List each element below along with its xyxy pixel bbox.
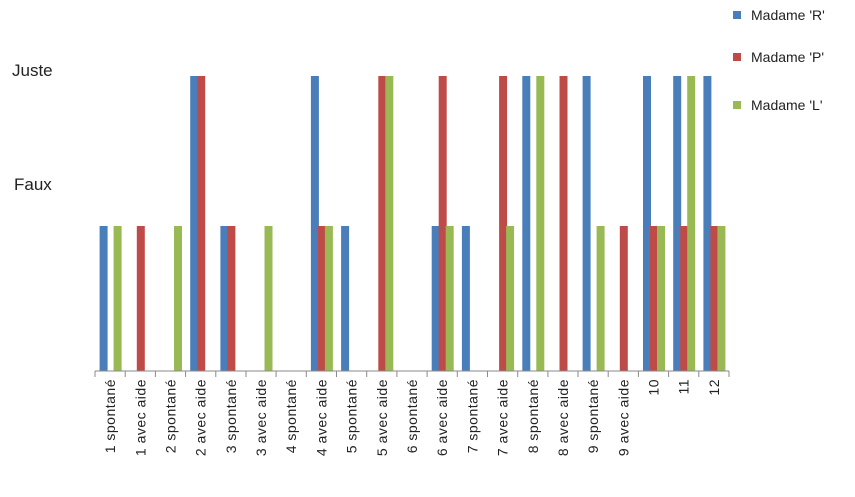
bar-19-series-2 — [650, 226, 658, 371]
legend: Madame 'R' Madame 'P' Madame 'L' — [733, 7, 825, 113]
x-tick-label: 7 spontané — [464, 379, 480, 453]
x-tick-label: 8 spontané — [525, 379, 541, 453]
x-tick-label: 5 spontané — [344, 379, 360, 453]
bar-17-series-1 — [582, 76, 591, 371]
x-tick-label: 2 avec aide — [193, 379, 209, 456]
bar-8-series-1 — [310, 76, 319, 371]
bar-19-series-1 — [643, 76, 651, 371]
x-tick-label: 9 spontané — [585, 379, 601, 453]
bar-12-series-3 — [445, 226, 454, 371]
bar-5-series-1 — [220, 226, 229, 371]
x-tick-label: 12 — [706, 379, 722, 396]
x-tick-labels: 1 spontané 1 avec aide 2 spontané 2 avec ai… — [102, 379, 722, 456]
bar-8-series-3 — [324, 226, 333, 371]
legend-swatch-3 — [733, 101, 741, 109]
bar-2-series-2 — [136, 226, 145, 371]
bar-8-series-2 — [317, 226, 326, 371]
legend-swatch-2 — [733, 53, 741, 61]
legend-label-1: Madame 'R' — [751, 7, 825, 23]
y-label-juste: Juste — [12, 61, 53, 80]
bar-13-series-1 — [461, 226, 470, 371]
bar-16-series-2 — [559, 76, 568, 371]
legend-label-3: Madame 'L' — [751, 97, 823, 113]
x-tick-label: 7 avec aide — [495, 379, 511, 456]
bar-1-series-1 — [99, 226, 108, 371]
bar-20-series-1 — [673, 76, 682, 371]
bar-4-series-1 — [190, 76, 199, 371]
bar-12-series-1 — [431, 226, 440, 371]
x-tick-label: 8 avec aide — [555, 379, 571, 456]
x-ticks — [94, 371, 730, 377]
legend-swatch-1 — [733, 11, 741, 19]
x-tick-label: 3 avec aide — [253, 379, 269, 456]
x-tick-label: 2 spontané — [163, 379, 179, 453]
x-tick-label: 6 avec aide — [434, 379, 450, 456]
x-tick-label: 6 spontané — [404, 379, 420, 453]
x-tick-label: 3 spontané — [223, 379, 239, 453]
bar-21-series-3 — [717, 226, 726, 371]
bar-10-series-3 — [385, 76, 394, 371]
x-tick-label: 10 — [646, 379, 662, 396]
bar-14-series-2 — [499, 76, 508, 371]
bar-15-series-3 — [536, 76, 545, 371]
x-tick-label: 9 avec aide — [615, 379, 631, 456]
bar-4-series-2 — [197, 76, 206, 371]
bar-20-series-3 — [687, 76, 696, 371]
bar-5-series-2 — [227, 226, 236, 371]
bar-3-series-3 — [174, 226, 182, 371]
bar-17-series-3 — [596, 226, 605, 371]
y-axis-labels: Juste Faux — [12, 61, 53, 194]
bar-12-series-2 — [438, 76, 447, 371]
bar-9-series-1 — [341, 226, 350, 371]
x-tick-label: 5 avec aide — [374, 379, 390, 456]
legend-label-2: Madame 'P' — [751, 49, 824, 65]
bar-21-series-1 — [703, 76, 712, 371]
bar-1-series-3 — [113, 226, 122, 371]
bar-15-series-1 — [522, 76, 531, 371]
x-tick-label: 11 — [676, 379, 692, 395]
x-tick-label: 1 avec aide — [132, 379, 148, 456]
bar-14-series-3 — [506, 226, 515, 371]
bar-19-series-3 — [657, 226, 665, 371]
bar-10-series-2 — [378, 76, 387, 371]
bars — [99, 76, 726, 371]
y-label-faux: Faux — [14, 175, 52, 194]
bar-21-series-2 — [710, 226, 719, 371]
bar-18-series-2 — [619, 226, 628, 371]
x-tick-label: 4 spontané — [283, 379, 299, 453]
x-tick-label: 4 avec aide — [313, 379, 329, 456]
bar-6-series-3 — [264, 226, 273, 371]
x-tick-label: 1 spontané — [102, 379, 118, 453]
bar-20-series-2 — [680, 226, 689, 371]
